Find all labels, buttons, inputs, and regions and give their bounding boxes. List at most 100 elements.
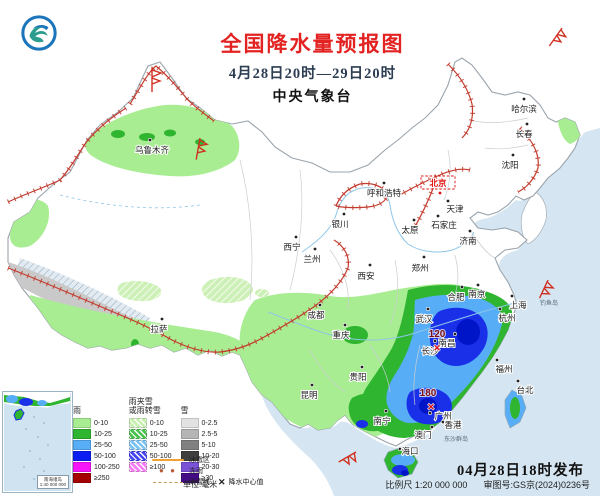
legend-column-header: 雪 bbox=[180, 406, 189, 415]
legend-column-0: 雨 0-10 10-25 25-50 50-100 100-250 ≥250 bbox=[73, 395, 120, 484]
precip-center-mark: ✕ bbox=[433, 343, 441, 353]
legend-swatch bbox=[180, 451, 199, 461]
legend-row: 10-25 bbox=[128, 429, 172, 439]
city-label: 上海 bbox=[509, 300, 527, 310]
city-label: 福州 bbox=[495, 364, 512, 374]
city-dot bbox=[497, 306, 502, 311]
city-label: 昆明 bbox=[300, 390, 317, 400]
legend-unit: 单位:毫米 bbox=[183, 480, 218, 489]
city-label: 沈阳 bbox=[501, 160, 518, 170]
legend-swatch bbox=[128, 462, 147, 472]
legend-symbols: 冰雹区 ● ● 冻雨 雨雪线 ✕ 降水中心值 bbox=[151, 455, 291, 488]
precip-center-values: 120 ✕ 180 ✕ bbox=[419, 328, 447, 413]
legend-row: 0-10 bbox=[73, 418, 120, 428]
city-dot bbox=[381, 181, 386, 186]
legend-range: 10-25 bbox=[149, 430, 168, 438]
city-label: 天津 bbox=[446, 204, 464, 214]
legend-row: 25-50 bbox=[128, 440, 172, 450]
legend-swatch bbox=[180, 440, 199, 450]
city-dot bbox=[521, 97, 526, 102]
legend-row: 10-25 bbox=[73, 429, 120, 439]
city-label: 广州 bbox=[434, 411, 451, 421]
legend-row: 100-250 bbox=[73, 462, 120, 472]
city-label: 成都 bbox=[307, 310, 325, 320]
inset-caption: 南海诸岛 1:40 000 000 bbox=[36, 475, 69, 489]
city-dot bbox=[367, 262, 372, 267]
legend-swatch bbox=[73, 418, 91, 428]
city-dot bbox=[342, 322, 347, 327]
legend-symbol-row: ● ● 冻雨 bbox=[151, 466, 291, 476]
legend-swatch bbox=[73, 473, 91, 483]
city-label: 拉萨 bbox=[150, 324, 168, 334]
legend-row: 0-10 bbox=[128, 418, 172, 428]
legend-swatch bbox=[128, 429, 147, 439]
legend-swatch bbox=[180, 429, 199, 439]
legend-range: 0-10 bbox=[149, 419, 164, 427]
inset-scale: 1:40 000 000 bbox=[39, 482, 66, 487]
legend-swatch bbox=[73, 429, 91, 439]
city-dot bbox=[427, 410, 432, 415]
city-label: 海口 bbox=[401, 446, 418, 456]
city-dot bbox=[312, 247, 317, 252]
city-dot bbox=[435, 214, 440, 219]
issue-time: 04月28日18时发布 bbox=[457, 463, 584, 479]
legend-swatch bbox=[128, 451, 147, 461]
city-dot bbox=[494, 357, 499, 362]
legend-swatch bbox=[128, 418, 147, 428]
legend-range: 100-250 bbox=[94, 463, 120, 471]
legend-row: 50-100 bbox=[73, 451, 120, 461]
city-dot bbox=[509, 293, 514, 298]
city-label: 乌鲁木齐 bbox=[135, 145, 170, 155]
precip-center-mark: ✕ bbox=[427, 402, 435, 412]
city-label: 合肥 bbox=[447, 292, 465, 302]
legend-symbol-row: 冰雹区 bbox=[151, 455, 291, 465]
city-dot bbox=[160, 316, 165, 321]
legend-range: 0-2.5 bbox=[201, 419, 218, 427]
legend-range: 10-20 bbox=[201, 452, 220, 460]
legend-row: 10-20 bbox=[180, 451, 220, 461]
legend-swatch bbox=[73, 462, 91, 472]
legend-range: 2.5-5 bbox=[201, 430, 218, 438]
province-borders bbox=[239, 117, 529, 406]
city-dot bbox=[425, 306, 430, 311]
city-label: 长沙 bbox=[421, 346, 439, 356]
legend-range: 10-25 bbox=[94, 430, 112, 438]
city-dot bbox=[293, 235, 298, 240]
city-dot bbox=[510, 153, 515, 158]
legend-symbol-label: 冰雹区 bbox=[189, 457, 210, 464]
legend-range: ≥30 bbox=[201, 474, 214, 482]
legend-column-2: 雪 0-2.5 2.5-5 5-10 10-20 20-30 ≥30 bbox=[180, 395, 220, 484]
taiwan-precip bbox=[510, 397, 520, 419]
city-dot bbox=[341, 212, 346, 217]
legend-row: 0-2.5 bbox=[180, 418, 220, 428]
legend-range: 0-10 bbox=[94, 419, 109, 427]
legend-symbol-label: 雨雪线 bbox=[189, 479, 210, 486]
legend-symbol-label: 降水中心值 bbox=[228, 479, 264, 486]
legend-range: 50-100 bbox=[94, 452, 116, 460]
legend-swatch bbox=[180, 462, 199, 472]
city-dot bbox=[359, 364, 364, 369]
city-label: 贵阳 bbox=[349, 372, 366, 382]
legend-range: 20-30 bbox=[201, 463, 220, 471]
legend-row: 25-50 bbox=[73, 440, 120, 450]
inset-label: 南海诸岛 bbox=[43, 477, 62, 482]
city-dot bbox=[421, 255, 426, 260]
city-dot bbox=[524, 122, 529, 127]
city-label: 重庆 bbox=[332, 330, 350, 340]
city-label: 石家庄 bbox=[431, 220, 457, 230]
legend-range: ≥100 bbox=[149, 463, 166, 471]
map-scale: 比例尺 1:20 000 000 bbox=[385, 480, 468, 490]
legend-range: 25-50 bbox=[94, 441, 112, 449]
freezing-rain-icon: ● ● bbox=[159, 466, 177, 475]
legend-column-header: 雨夹雪 或雨转雪 bbox=[128, 397, 161, 415]
island-label: 钓鱼岛 bbox=[540, 299, 558, 307]
legend-range: ≥250 bbox=[94, 474, 110, 482]
legend-symbol-label: 冻雨 bbox=[189, 468, 203, 475]
city-label: 香港 bbox=[444, 420, 462, 430]
city-label: 长春 bbox=[515, 129, 533, 139]
south-china-sea-inset: 南海诸岛 1:40 000 000 bbox=[2, 391, 73, 493]
mountain-ranges bbox=[6, 62, 541, 355]
